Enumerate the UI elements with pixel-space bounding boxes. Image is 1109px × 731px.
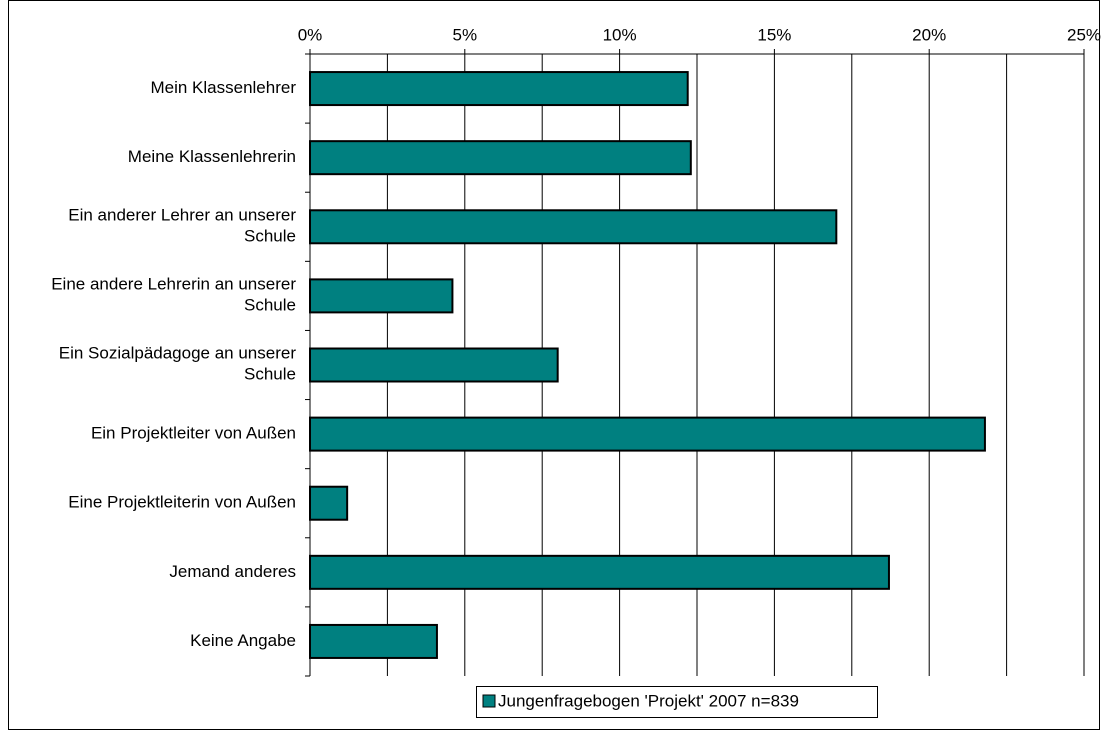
label-line: Ein anderer Lehrer an unserer: [68, 206, 296, 225]
label-line: Schule: [244, 227, 296, 246]
bar: [309, 347, 559, 383]
label-line: Eine andere Lehrerin an unserer: [51, 275, 296, 294]
bar: [309, 140, 692, 176]
y-tick-label: Eine Projektleiterin von Außen: [68, 493, 296, 512]
legend-swatch: [482, 694, 496, 708]
y-tick-label: Ein Projektleiter von Außen: [91, 424, 296, 443]
bar: [309, 485, 349, 521]
x-tick-label: 15%: [757, 25, 791, 44]
x-tick-label: 0%: [298, 25, 323, 44]
x-tick-label: 5%: [453, 25, 478, 44]
bar: [309, 71, 689, 107]
y-tick-label: Ein Sozialpädagoge an unserer Schule: [59, 344, 297, 384]
label-line: Schule: [244, 296, 296, 315]
label-line: Ein Sozialpädagoge an unserer: [59, 344, 297, 363]
y-tick-label: Mein Klassenlehrer: [150, 78, 296, 97]
legend-label: Jungenfragebogen 'Projekt' 2007 n=839: [498, 691, 799, 710]
bar: [309, 209, 838, 245]
bar: [309, 623, 438, 659]
y-tick-label: Jemand anderes: [169, 562, 296, 581]
bar: [309, 554, 890, 590]
x-tick-label: 20%: [912, 25, 946, 44]
bar: [309, 416, 986, 452]
label-line: Schule: [244, 365, 296, 384]
x-tick-label: 10%: [603, 25, 637, 44]
y-tick-label: Keine Angabe: [190, 631, 296, 650]
x-tick-label: 25%: [1067, 25, 1101, 44]
legend-box: [476, 686, 878, 718]
y-tick-label: Eine andere Lehrerin an unserer Schule: [51, 275, 296, 315]
y-tick-label: Ein anderer Lehrer an unserer Schule: [68, 206, 296, 246]
y-tick-label: Meine Klassenlehrerin: [128, 147, 296, 166]
bar: [309, 278, 454, 314]
